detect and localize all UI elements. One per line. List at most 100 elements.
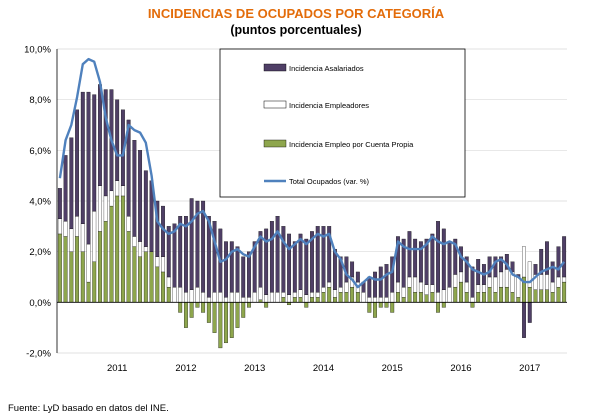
bar-asalariados bbox=[63, 155, 68, 222]
bar-empleadores bbox=[155, 256, 160, 268]
legend-swatch-asalariados bbox=[263, 63, 287, 72]
bar-empleadores bbox=[378, 297, 383, 303]
bar-cuenta-propia bbox=[281, 297, 286, 303]
bar-asalariados bbox=[413, 238, 418, 278]
bar-empleadores bbox=[224, 297, 228, 303]
bar-cuenta-propia bbox=[396, 292, 400, 303]
bar-empleadores bbox=[321, 286, 326, 293]
bar-cuenta-propia bbox=[218, 302, 223, 349]
bar-empleadores bbox=[464, 281, 469, 293]
legend-label-empleadores: Incidencia Empleadores bbox=[289, 101, 369, 110]
bar-empleadores bbox=[430, 284, 435, 293]
bar-asalariados bbox=[155, 200, 160, 257]
bar-cuenta-propia bbox=[418, 292, 423, 303]
bar-empleadores bbox=[161, 256, 165, 273]
bar-asalariados bbox=[522, 302, 526, 338]
bar-empleadores bbox=[407, 276, 412, 288]
bar-cuenta-propia bbox=[413, 292, 418, 303]
bar-empleadores bbox=[539, 274, 544, 290]
bar-empleadores bbox=[98, 185, 102, 232]
bar-cuenta-propia bbox=[86, 281, 91, 303]
x-tick-label: 2016 bbox=[450, 363, 471, 374]
bar-empleadores bbox=[487, 276, 492, 288]
bar-empleadores bbox=[315, 292, 320, 298]
bar-cuenta-propia bbox=[539, 289, 544, 303]
bar-asalariados bbox=[441, 228, 446, 290]
bar-asalariados bbox=[556, 246, 561, 278]
bar-empleadores bbox=[201, 292, 206, 303]
bar-asalariados bbox=[241, 256, 246, 298]
bar-cuenta-propia bbox=[120, 195, 125, 303]
legend-box bbox=[219, 48, 466, 198]
bar-asalariados bbox=[499, 256, 504, 273]
bar-asalariados bbox=[206, 216, 211, 298]
bar-cuenta-propia bbox=[355, 292, 360, 303]
bar-empleadores bbox=[212, 292, 217, 303]
bar-empleadores bbox=[229, 292, 234, 303]
bar-asalariados bbox=[327, 226, 332, 283]
bar-empleadores bbox=[172, 286, 177, 303]
bar-empleadores bbox=[418, 281, 423, 293]
bar-cuenta-propia bbox=[407, 286, 412, 303]
y-tick-label: 4,0% bbox=[29, 197, 51, 208]
bar-asalariados bbox=[470, 266, 475, 298]
bar-empleadores bbox=[504, 269, 509, 288]
x-tick-label: 2014 bbox=[313, 363, 334, 374]
bar-empleadores bbox=[115, 180, 120, 197]
bar-cuenta-propia bbox=[184, 302, 188, 328]
bar-cuenta-propia bbox=[493, 292, 498, 303]
bar-cuenta-propia bbox=[556, 286, 561, 303]
bar-cuenta-propia bbox=[350, 286, 355, 303]
bar-empleadores bbox=[143, 246, 148, 252]
legend-label-total: Total Ocupados (var. %) bbox=[289, 177, 370, 186]
bar-cuenta-propia bbox=[459, 281, 463, 303]
bar-empleadores bbox=[247, 297, 251, 303]
bar-empleadores bbox=[241, 297, 246, 303]
bar-cuenta-propia bbox=[344, 292, 349, 303]
bar-cuenta-propia bbox=[126, 231, 131, 303]
bar-asalariados bbox=[350, 261, 355, 278]
bar-asalariados bbox=[401, 238, 406, 288]
bar-cuenta-propia bbox=[487, 286, 492, 303]
bar-cuenta-propia bbox=[516, 297, 521, 303]
bar-empleadores bbox=[69, 228, 74, 252]
bar-empleadores bbox=[441, 289, 446, 303]
bar-cuenta-propia bbox=[298, 297, 303, 303]
bar-empleadores bbox=[527, 261, 532, 288]
bar-asalariados bbox=[172, 223, 177, 288]
bar-asalariados bbox=[132, 140, 137, 237]
bar-empleadores bbox=[522, 246, 526, 278]
total-ocupados-line bbox=[58, 57, 566, 289]
bar-cuenta-propia bbox=[332, 297, 337, 303]
bar-asalariados bbox=[418, 241, 423, 283]
bars-layer bbox=[57, 84, 567, 349]
bar-asalariados bbox=[378, 266, 383, 298]
bar-cuenta-propia bbox=[384, 302, 389, 308]
bar-asalariados bbox=[338, 256, 343, 288]
bar-asalariados bbox=[103, 89, 108, 197]
bar-asalariados bbox=[298, 233, 303, 290]
bar-cuenta-propia bbox=[533, 289, 538, 303]
bar-empleadores bbox=[109, 190, 114, 207]
y-tick-label: 2,0% bbox=[29, 247, 51, 258]
chart-subtitle: (puntos porcentuales) bbox=[230, 23, 362, 37]
bar-asalariados bbox=[166, 226, 171, 278]
bar-asalariados bbox=[281, 226, 286, 293]
x-tick-label: 2015 bbox=[382, 363, 403, 374]
y-tick-label: 8,0% bbox=[29, 95, 51, 106]
bar-asalariados bbox=[143, 170, 148, 247]
bar-empleadores bbox=[103, 195, 108, 222]
bar-cuenta-propia bbox=[481, 292, 486, 303]
bar-asalariados bbox=[539, 248, 544, 275]
total-line-layer bbox=[58, 57, 566, 289]
bar-cuenta-propia bbox=[424, 294, 429, 303]
bar-empleadores bbox=[550, 281, 555, 293]
bar-asalariados bbox=[115, 99, 120, 181]
bar-empleadores bbox=[373, 297, 377, 303]
bar-cuenta-propia bbox=[224, 302, 228, 344]
bar-empleadores bbox=[447, 286, 452, 303]
y-tick-label: 10,0% bbox=[24, 45, 51, 56]
bar-empleadores bbox=[332, 289, 337, 298]
bar-empleadores bbox=[86, 243, 91, 283]
bar-asalariados bbox=[292, 241, 297, 293]
